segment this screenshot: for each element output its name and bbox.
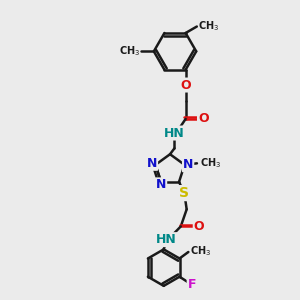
Text: CH$_3$: CH$_3$ (190, 244, 211, 258)
Text: N: N (147, 157, 157, 170)
Text: O: O (198, 112, 208, 125)
Text: HN: HN (164, 127, 185, 140)
Text: S: S (179, 186, 189, 200)
Text: O: O (194, 220, 204, 233)
Text: N: N (156, 178, 166, 191)
Text: CH$_3$: CH$_3$ (119, 44, 140, 58)
Text: CH$_3$: CH$_3$ (198, 19, 219, 32)
Text: O: O (180, 79, 191, 92)
Text: HN: HN (156, 233, 177, 246)
Text: N: N (183, 158, 193, 171)
Text: F: F (188, 278, 196, 291)
Text: CH$_3$: CH$_3$ (200, 156, 221, 170)
